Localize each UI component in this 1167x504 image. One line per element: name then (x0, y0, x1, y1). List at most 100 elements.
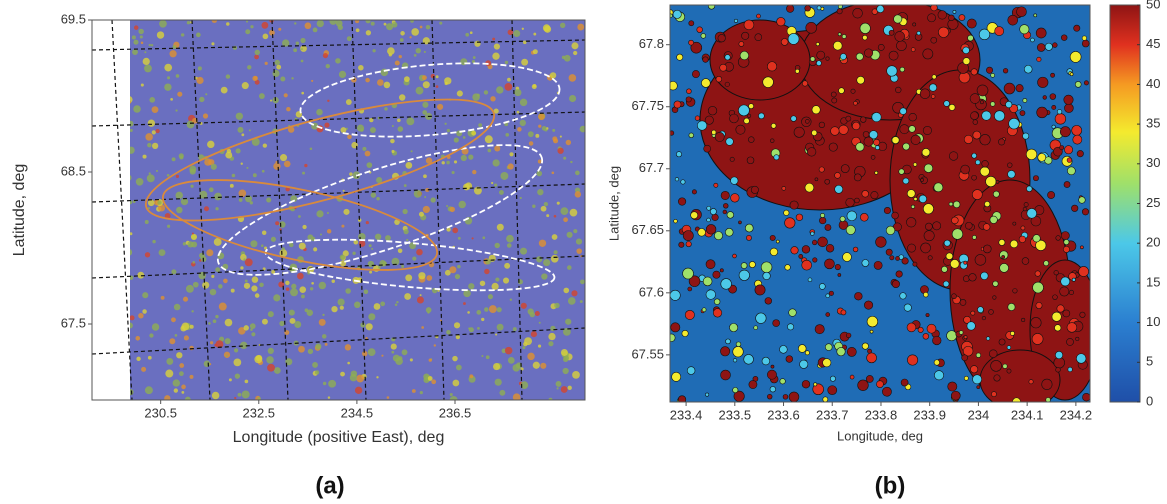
texture (441, 161, 445, 165)
texture (1050, 72, 1055, 78)
texture (496, 307, 502, 313)
texture (457, 236, 461, 240)
texture (540, 205, 547, 212)
texture (1007, 303, 1016, 311)
plot-frame (669, 4, 1091, 403)
texture (545, 127, 549, 130)
texture (522, 40, 527, 45)
texture (793, 126, 805, 138)
texture (251, 332, 256, 337)
texture (467, 311, 470, 314)
texture (922, 203, 934, 215)
texture (543, 25, 552, 33)
texture (536, 170, 543, 177)
texture (444, 81, 448, 86)
texture (286, 106, 291, 112)
texture (244, 195, 253, 203)
texture (876, 380, 884, 388)
texture (394, 219, 400, 225)
texture (762, 271, 771, 280)
texture (729, 156, 735, 162)
texture (370, 192, 377, 198)
texture (790, 115, 797, 122)
texture (834, 184, 844, 194)
texture (943, 239, 951, 247)
texture (980, 100, 984, 105)
texture (947, 18, 959, 30)
texture (494, 378, 502, 386)
texture (1036, 56, 1042, 62)
texture (419, 294, 422, 297)
texture (322, 53, 329, 59)
texture (681, 329, 689, 337)
texture (173, 388, 178, 393)
x-tick-label: 233.8 (865, 407, 898, 422)
texture (452, 355, 458, 362)
texture (788, 391, 800, 402)
texture (546, 214, 550, 218)
texture (254, 54, 259, 60)
texture (713, 298, 721, 305)
texture (421, 326, 424, 329)
texture (246, 20, 249, 23)
texture (682, 230, 694, 241)
texture (975, 352, 982, 358)
texture (729, 113, 739, 124)
texture (251, 276, 259, 283)
texture (988, 309, 994, 315)
texture (257, 396, 261, 400)
texture (529, 311, 535, 318)
texture (228, 378, 232, 382)
texture (319, 233, 322, 236)
texture (670, 130, 675, 136)
texture (804, 182, 815, 193)
x-tick-label: 230.5 (144, 405, 177, 420)
texture (690, 41, 703, 54)
colorbar-tick-label: 5 (1146, 354, 1153, 369)
texture (1045, 397, 1051, 402)
texture (572, 370, 580, 379)
texture (150, 43, 154, 47)
texture (169, 50, 177, 58)
texture (298, 215, 301, 218)
texture (416, 248, 423, 256)
texture (714, 132, 725, 142)
texture (337, 298, 345, 306)
texture (342, 189, 345, 192)
texture (346, 36, 352, 42)
texture (534, 310, 540, 317)
texture (1016, 6, 1027, 18)
texture (1049, 93, 1057, 100)
texture (422, 75, 427, 81)
texture (151, 323, 160, 331)
texture (554, 302, 560, 309)
texture (273, 294, 281, 302)
texture (688, 20, 695, 27)
texture (673, 218, 678, 224)
texture (278, 27, 282, 31)
texture (185, 284, 194, 293)
texture (1009, 239, 1019, 249)
texture (254, 293, 260, 298)
texture (967, 34, 974, 42)
texture (173, 303, 181, 311)
texture (164, 213, 171, 219)
texture (548, 332, 556, 341)
texture (972, 130, 982, 140)
texture (825, 312, 831, 317)
texture (209, 187, 214, 193)
texture (958, 71, 971, 84)
texture (324, 342, 328, 346)
texture (859, 22, 871, 34)
texture (962, 345, 974, 357)
texture (376, 177, 383, 184)
texture (825, 293, 830, 298)
texture (907, 354, 919, 366)
texture (1082, 393, 1090, 402)
x-tick-label: 233.5 (719, 407, 752, 422)
texture (556, 201, 560, 205)
texture (415, 86, 424, 95)
texture (452, 227, 459, 234)
x-tick-label: 234 (968, 407, 990, 422)
texture (220, 86, 228, 94)
